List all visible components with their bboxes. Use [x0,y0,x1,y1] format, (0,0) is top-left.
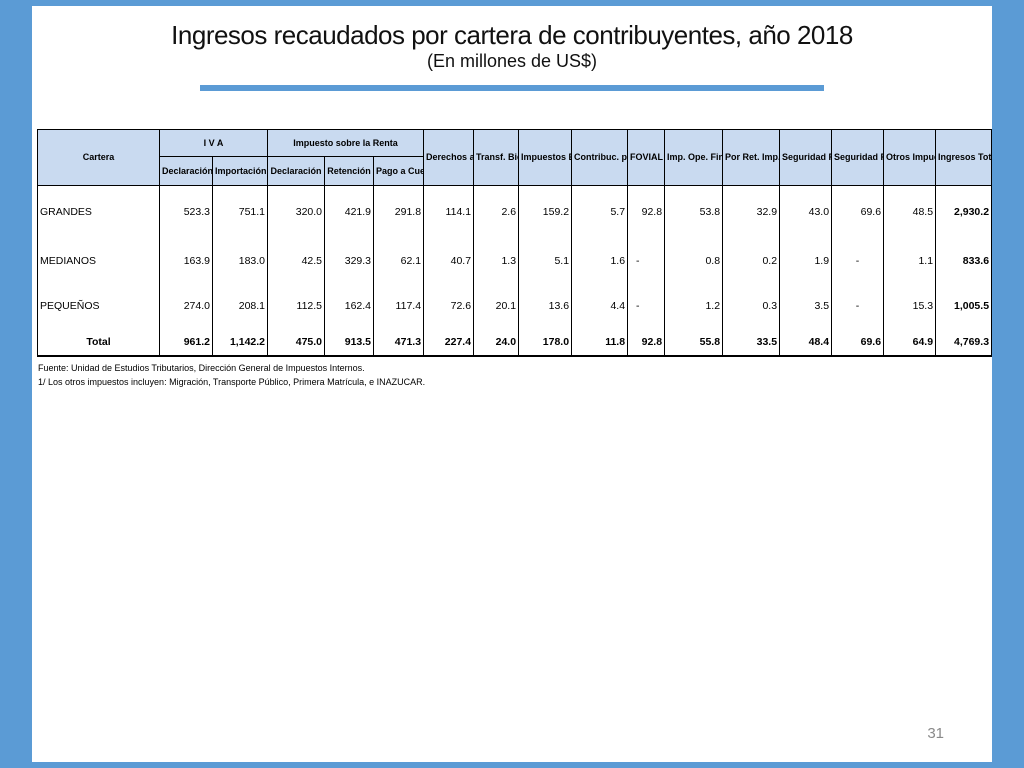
cell: 1.9 [779,238,833,283]
header-contribuc: Contribuc. por Turismo [571,129,629,186]
header-derechos: Derechos arancelar. [423,129,475,186]
header-imp-ope: Imp. Ope. Financieras [664,129,724,186]
cell: - [627,238,666,283]
cell: 40.7 [423,238,475,283]
cell: 329.3 [324,238,375,283]
cell: - [831,283,885,328]
row-name: MEDIANOS [37,238,160,283]
cell: 913.5 [324,328,375,357]
cell: 112.5 [267,283,326,328]
cell: 751.1 [211,185,269,238]
row-name: PEQUEÑOS [37,283,160,328]
cell: 48.4 [779,328,833,357]
cell: 2.6 [473,185,520,238]
header-por-ret: Por Ret. Imp. Ope. Financieras [722,129,781,186]
cell-total: 4,769.3 [935,328,993,357]
cell: 69.6 [831,328,885,357]
cell: 178.0 [518,328,573,357]
cell: 4.4 [571,283,629,328]
header-transf: Transf. Bienes Raíces [473,129,520,186]
cell: 53.8 [664,185,724,238]
cell: 961.2 [159,328,213,357]
slide-subtitle: (En millones de US$) [426,51,598,71]
cell: - [831,238,885,283]
cell-total: 1,005.5 [935,283,993,328]
cell: 523.3 [159,185,213,238]
cell: 1.3 [473,238,520,283]
header-iva-declaracion: Declaración [159,156,213,186]
header-otros: Otros Impuestos 1/ [883,129,937,186]
cell: 114.1 [423,185,475,238]
cell: 117.4 [373,283,425,328]
header-ingresos: Ingresos Totales [935,129,993,186]
header-seg-cesc: Seguridad Pública (CESC) [779,129,833,186]
source-note: Fuente: Unidad de Estudios Tributarios, … [38,363,365,373]
cell: 159.2 [518,185,573,238]
header-iva: I V A [158,129,269,157]
cell: - [627,283,666,328]
header-fovial: FOVIAL [627,129,666,186]
cell: 20.1 [473,283,520,328]
header-renta: Impuesto sobre la Renta [267,129,425,157]
cell: 227.4 [423,328,475,357]
header-seg-cegc: Seguridad Pública (CEGC) [831,129,885,186]
cell: 421.9 [324,185,375,238]
cell: 0.8 [664,238,724,283]
slide: Ingresos recaudados por cartera de contr… [32,6,993,762]
cell: 320.0 [267,185,326,238]
page-number: 31 [927,725,944,742]
cell: 32.9 [722,185,781,238]
table-row: PEQUEÑOS 274.0 208.1 112.5 162.4 117.4 7… [37,283,993,328]
header-impuestos-especificos: Impuestos Específicos [518,129,573,186]
header-iva-importacion: Importación [211,156,269,186]
cell: 183.0 [211,238,269,283]
footnote: 1/ Los otros impuestos incluyen: Migraci… [38,377,426,387]
cell: 274.0 [159,283,213,328]
slide-title: Ingresos recaudados por cartera de contr… [171,20,853,50]
table-row: MEDIANOS 163.9 183.0 42.5 329.3 62.1 40.… [37,238,993,283]
table-row: GRANDES 523.3 751.1 320.0 421.9 291.8 11… [37,185,993,238]
cell: 0.3 [722,283,781,328]
cell: 1.6 [571,238,629,283]
row-name: GRANDES [37,185,160,238]
cell: 92.8 [627,185,666,238]
cell: 43.0 [779,185,833,238]
title-underline [200,85,824,91]
cell: 0.2 [722,238,781,283]
cell: 208.1 [211,283,269,328]
cell: 471.3 [373,328,425,357]
cell: 475.0 [267,328,326,357]
cell: 1.1 [883,238,937,283]
cell: 1.2 [664,283,724,328]
cell: 1,142.2 [211,328,269,357]
row-name: Total [37,328,160,357]
cell: 291.8 [373,185,425,238]
revenue-table: Cartera I V A Impuesto sobre la Renta De… [37,129,993,357]
cell: 64.9 [883,328,937,357]
cell: 162.4 [324,283,375,328]
cell: 24.0 [473,328,520,357]
cell: 33.5 [722,328,781,357]
cell: 72.6 [423,283,475,328]
header-renta-declaracion: Declaración [267,156,326,186]
cell: 3.5 [779,283,833,328]
cell: 13.6 [518,283,573,328]
table-row-total: Total 961.2 1,142.2 475.0 913.5 471.3 22… [37,328,993,357]
cell: 55.8 [664,328,724,357]
cell: 163.9 [159,238,213,283]
cell: 42.5 [267,238,326,283]
cell: 62.1 [373,238,425,283]
header-renta-pago: Pago a Cuenta [373,156,425,186]
cell-total: 2,930.2 [935,185,993,238]
header-cartera: Cartera [37,129,160,186]
cell: 48.5 [883,185,937,238]
cell-total: 833.6 [935,238,993,283]
cell: 5.1 [518,238,573,283]
header-renta-retencion: Retención [324,156,375,186]
cell: 11.8 [571,328,629,357]
cell: 69.6 [831,185,885,238]
cell: 15.3 [883,283,937,328]
cell: 5.7 [571,185,629,238]
cell: 92.8 [627,328,666,357]
